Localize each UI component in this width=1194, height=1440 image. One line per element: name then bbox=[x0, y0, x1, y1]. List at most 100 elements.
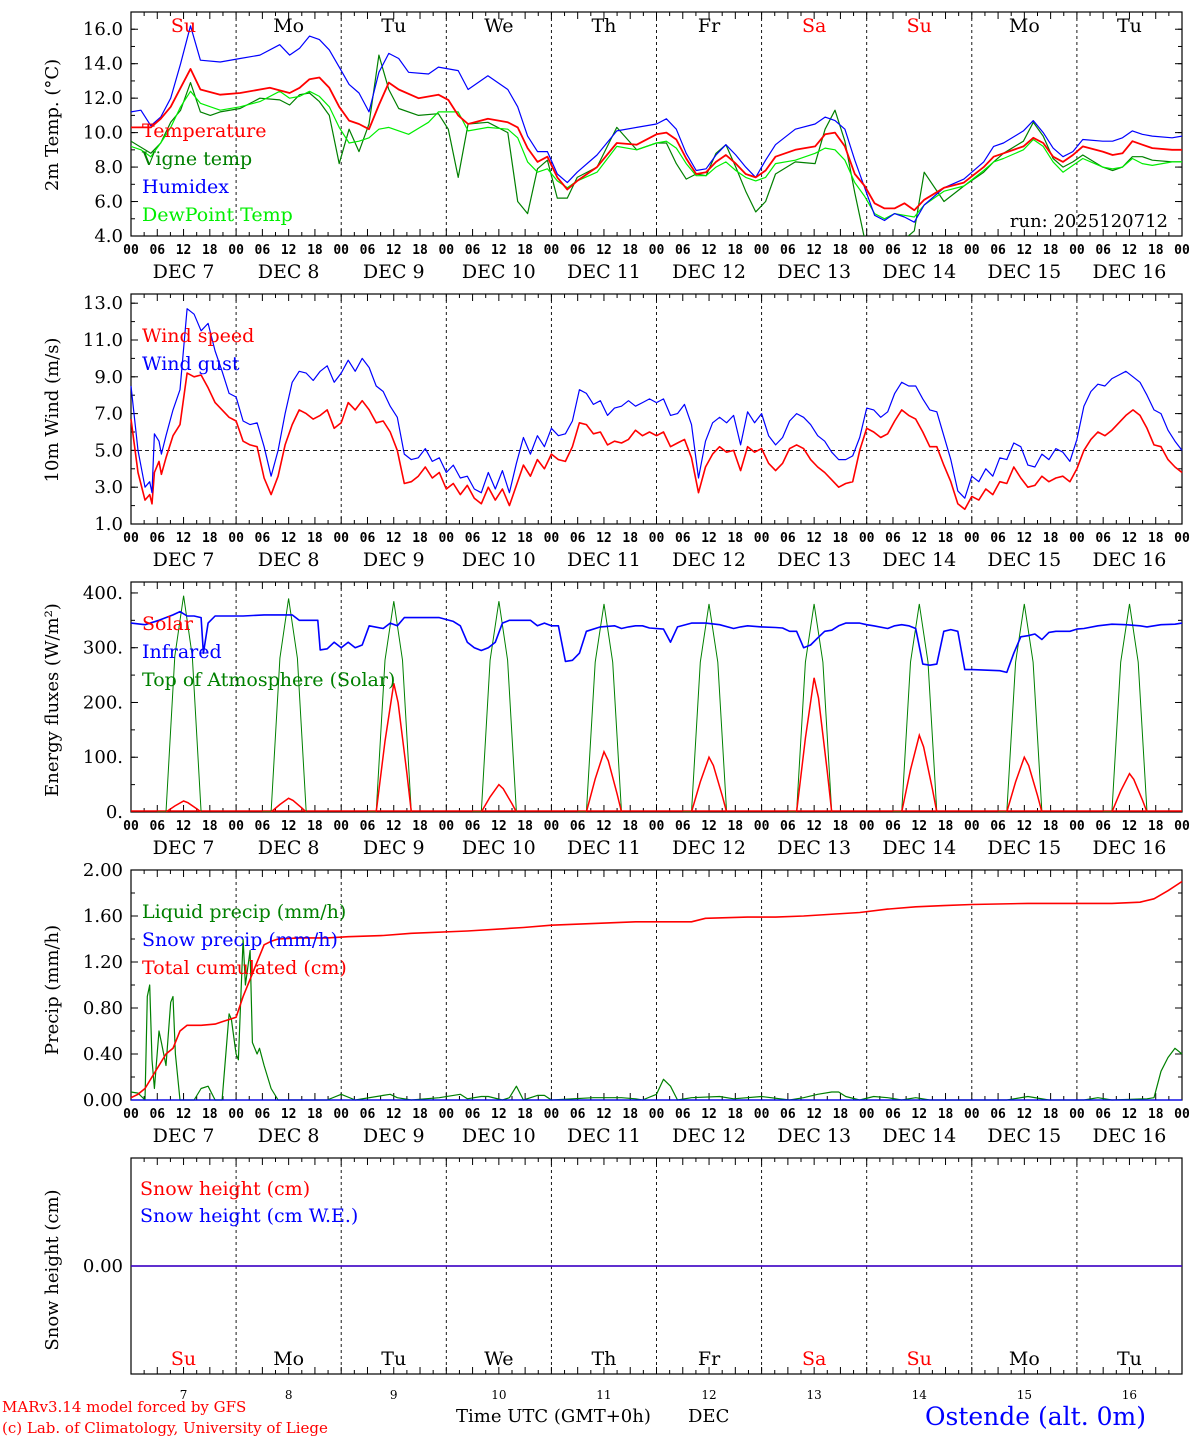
day-abbr-bottom: Su bbox=[171, 1348, 196, 1370]
hour-tick-label: 00 bbox=[438, 1107, 454, 1122]
legend-wind-gust: Wind gust bbox=[142, 353, 240, 375]
hour-tick-label: 18 bbox=[412, 531, 428, 546]
hour-tick-label: 12 bbox=[911, 531, 927, 546]
y-tick-label: 0. bbox=[106, 802, 123, 823]
hour-tick-label: 12 bbox=[806, 531, 822, 546]
y-tick-label: 300. bbox=[83, 638, 123, 659]
y-tick-label: 1.0 bbox=[94, 514, 123, 535]
y-tick-label: 2.00 bbox=[83, 860, 123, 881]
toa-solar-day-10 bbox=[1103, 603, 1148, 812]
y-axis-label: Energy fluxes (W/m²) bbox=[42, 603, 63, 797]
hour-tick-label: 12 bbox=[176, 819, 192, 834]
date-label: DEC 14 bbox=[882, 837, 956, 859]
date-label: DEC 9 bbox=[363, 1125, 425, 1147]
hour-tick-label: 06 bbox=[149, 1107, 165, 1122]
footer-lab: (c) Lab. of Climatology, University of L… bbox=[2, 1419, 328, 1437]
day-abbr-bottom: Tu bbox=[381, 1348, 406, 1370]
hour-tick-label: 00 bbox=[859, 1107, 875, 1122]
hour-tick-label: 18 bbox=[412, 243, 428, 258]
day-abbr-top: Tu bbox=[1117, 15, 1142, 37]
hour-tick-label: 00 bbox=[1174, 243, 1190, 258]
hour-tick-label: 06 bbox=[780, 243, 796, 258]
date-label: DEC 13 bbox=[777, 837, 851, 859]
y-axis-label: Precip (mm/h) bbox=[42, 925, 63, 1055]
date-label: DEC 9 bbox=[363, 549, 425, 571]
date-label: DEC 7 bbox=[153, 549, 215, 571]
temp-series bbox=[131, 25, 1182, 236]
hour-tick-label: 00 bbox=[438, 243, 454, 258]
hour-tick-label: 12 bbox=[1017, 1107, 1033, 1122]
hour-tick-label: 00 bbox=[228, 819, 244, 834]
hour-tick-label: 12 bbox=[281, 243, 297, 258]
y-tick-label: 11.0 bbox=[83, 330, 123, 351]
hour-tick-label: 00 bbox=[1069, 819, 1085, 834]
solar-day-1 bbox=[165, 800, 202, 812]
hour-tick-label: 00 bbox=[964, 531, 980, 546]
y-axis-label: Snow height (cm) bbox=[42, 1189, 63, 1350]
hour-tick-label: 18 bbox=[1148, 531, 1164, 546]
infrared-series bbox=[130, 610, 1183, 674]
y-tick-label: 3.0 bbox=[94, 477, 123, 498]
hour-tick-label: 00 bbox=[228, 1107, 244, 1122]
legend-infrared: Infrared bbox=[142, 641, 222, 663]
y-tick-label: 16.0 bbox=[83, 19, 123, 40]
hour-tick-label: 00 bbox=[1069, 243, 1085, 258]
hour-tick-label: 18 bbox=[938, 531, 954, 546]
hour-tick-label: 12 bbox=[176, 243, 192, 258]
hour-tick-label: 12 bbox=[1122, 1107, 1138, 1122]
hour-tick-label: 00 bbox=[333, 819, 349, 834]
y-tick-label: 0.40 bbox=[83, 1044, 123, 1065]
humidex-series bbox=[131, 25, 1182, 223]
solar-day-4 bbox=[480, 783, 518, 812]
hour-tick-label: 06 bbox=[149, 531, 165, 546]
hour-tick-label: 00 bbox=[1174, 1107, 1190, 1122]
hour-tick-label: 06 bbox=[570, 243, 586, 258]
hour-tick-label: 12 bbox=[911, 1107, 927, 1122]
date-label: DEC 8 bbox=[258, 549, 320, 571]
toa-solar-day-3 bbox=[367, 601, 412, 812]
hour-tick-label: 00 bbox=[1174, 531, 1190, 546]
day-abbr-bottom: Mo bbox=[1009, 1348, 1040, 1370]
day-abbr-bottom: Su bbox=[907, 1348, 932, 1370]
hour-tick-label: 12 bbox=[1122, 531, 1138, 546]
hour-tick-label: 12 bbox=[701, 531, 717, 546]
hour-tick-label: 06 bbox=[990, 243, 1006, 258]
hour-tick-label: 06 bbox=[255, 1107, 271, 1122]
hour-tick-label: 18 bbox=[1043, 819, 1059, 834]
hour-tick-label: 00 bbox=[964, 243, 980, 258]
day-number: 7 bbox=[180, 1388, 188, 1402]
legend-snow-height-cm-: Snow height (cm) bbox=[140, 1178, 310, 1200]
hour-tick-label: 06 bbox=[465, 1107, 481, 1122]
hour-tick-label: 18 bbox=[202, 1107, 218, 1122]
hour-tick-label: 00 bbox=[964, 1107, 980, 1122]
hour-tick-label: 12 bbox=[596, 243, 612, 258]
energy-series bbox=[131, 595, 1182, 812]
y-tick-label: 200. bbox=[83, 692, 123, 713]
hour-tick-label: 00 bbox=[1174, 819, 1190, 834]
hour-tick-label: 06 bbox=[780, 1107, 796, 1122]
legend-wind-speed: Wind speed bbox=[142, 325, 254, 347]
hour-tick-label: 18 bbox=[1148, 819, 1164, 834]
solar-day-9 bbox=[1006, 755, 1043, 812]
date-label: DEC 11 bbox=[567, 1125, 641, 1147]
hour-tick-label: 18 bbox=[517, 531, 533, 546]
hour-tick-label: 00 bbox=[123, 819, 139, 834]
day-number: 11 bbox=[596, 1388, 611, 1402]
solar-day-5 bbox=[585, 749, 623, 812]
hour-tick-label: 12 bbox=[281, 1107, 297, 1122]
legend-solar: Solar bbox=[142, 613, 194, 635]
hour-tick-label: 12 bbox=[1017, 531, 1033, 546]
y-tick-label: 8.0 bbox=[94, 157, 123, 178]
dewpoint-temp-series bbox=[131, 90, 1182, 220]
hour-tick-label: 12 bbox=[806, 819, 822, 834]
hour-tick-label: 18 bbox=[412, 1107, 428, 1122]
hour-tick-label: 00 bbox=[754, 1107, 770, 1122]
solar-day-3 bbox=[375, 683, 413, 812]
hour-tick-label: 06 bbox=[675, 1107, 691, 1122]
hour-tick-label: 18 bbox=[1148, 243, 1164, 258]
hour-tick-label: 06 bbox=[570, 1107, 586, 1122]
hour-tick-label: 06 bbox=[465, 819, 481, 834]
hour-tick-label: 00 bbox=[544, 819, 560, 834]
day-number: 15 bbox=[1017, 1388, 1032, 1402]
hour-tick-label: 00 bbox=[1069, 1107, 1085, 1122]
